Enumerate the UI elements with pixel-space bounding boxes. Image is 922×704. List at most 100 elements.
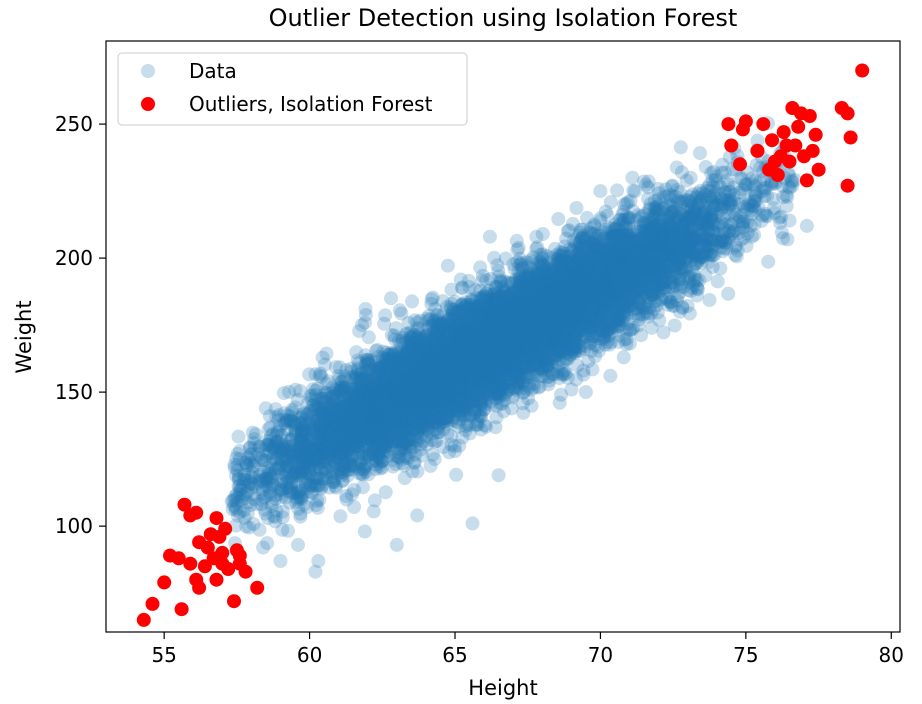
data-point [492, 366, 507, 381]
data-point [436, 346, 451, 361]
data-point [376, 388, 391, 403]
data-point [470, 301, 485, 316]
data-point [354, 386, 369, 400]
data-point [664, 205, 679, 220]
data-point [349, 414, 364, 429]
data-point [569, 201, 584, 215]
data-point [589, 294, 604, 309]
data-point [502, 296, 517, 311]
data-point [451, 316, 466, 330]
data-point [592, 241, 607, 256]
data-point [600, 250, 615, 265]
data-point [361, 402, 376, 417]
data-point [683, 203, 697, 218]
data-point [433, 352, 448, 367]
data-point [331, 442, 346, 457]
data-point [409, 366, 424, 380]
data-point [492, 317, 507, 332]
data-point [568, 314, 583, 329]
data-point [228, 518, 243, 533]
data-point [309, 413, 324, 428]
data-point [479, 353, 494, 368]
data-point [682, 235, 697, 249]
data-point [295, 464, 310, 478]
data-point [443, 351, 458, 366]
data-point [406, 345, 420, 360]
data-point [585, 313, 600, 327]
data-point [594, 279, 609, 294]
data-point [360, 402, 375, 417]
data-point [571, 279, 586, 293]
data-point [549, 302, 564, 317]
data-point [582, 272, 597, 287]
data-point [634, 263, 648, 278]
data-point [473, 331, 487, 346]
data-point [414, 393, 429, 407]
data-point [658, 222, 673, 237]
data-point [372, 443, 387, 458]
data-point [675, 301, 690, 315]
data-point [569, 286, 584, 301]
data-point [442, 399, 456, 414]
data-point [512, 322, 527, 337]
data-point [293, 439, 308, 453]
data-point [600, 276, 615, 291]
data-point [413, 334, 428, 349]
data-point [530, 324, 545, 339]
data-point [352, 429, 367, 444]
data-point [368, 355, 383, 370]
data-point [463, 347, 478, 362]
data-point [448, 414, 463, 429]
data-point [543, 313, 558, 328]
data-point [468, 369, 483, 384]
data-point [455, 314, 470, 329]
data-point [553, 267, 568, 282]
data-point [422, 367, 436, 382]
data-point [491, 348, 506, 362]
data-point [369, 378, 384, 393]
data-point [353, 420, 368, 435]
data-point [603, 257, 618, 272]
data-point [364, 402, 379, 416]
data-point [466, 326, 481, 341]
data-point [426, 402, 440, 417]
data-point [425, 380, 440, 395]
data-point [473, 355, 488, 369]
data-point [438, 352, 453, 366]
data-point [554, 305, 569, 320]
data-point [406, 344, 421, 359]
data-point [398, 406, 413, 421]
data-point [455, 336, 470, 351]
data-point [652, 186, 667, 201]
data-point [373, 426, 387, 441]
data-point [496, 321, 511, 336]
data-point [504, 352, 519, 366]
data-point [276, 441, 291, 456]
data-point [571, 286, 586, 300]
data-point [495, 345, 510, 360]
data-point [599, 252, 614, 267]
data-point [649, 283, 664, 298]
data-point [624, 322, 639, 337]
data-point [512, 334, 527, 349]
data-point [501, 379, 516, 394]
data-point [455, 363, 470, 378]
data-point [673, 140, 688, 155]
data-point [590, 249, 605, 264]
data-point [555, 267, 569, 282]
data-point [409, 367, 424, 382]
data-point [518, 327, 533, 342]
data-point [356, 417, 371, 432]
data-point [506, 345, 521, 360]
data-point [330, 410, 345, 425]
data-point [543, 274, 558, 288]
data-point [748, 193, 763, 208]
data-point [435, 363, 450, 378]
data-point [621, 212, 635, 227]
data-point [314, 409, 329, 424]
data-point [442, 379, 457, 394]
data-point [440, 331, 455, 346]
data-point [550, 318, 565, 333]
data-point [486, 356, 500, 371]
data-point [522, 303, 536, 318]
